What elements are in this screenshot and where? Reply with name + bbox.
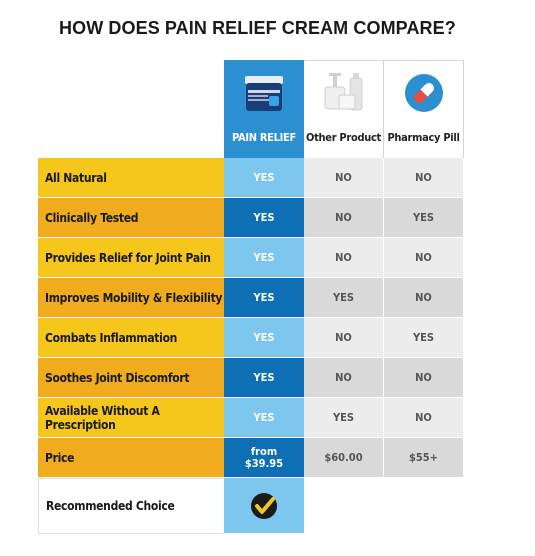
pharmacy-pill-value: YES: [384, 198, 464, 238]
column-name-pain-relief: PAIN RELIEF: [232, 131, 296, 144]
empty-cell: [384, 478, 464, 534]
other-product-price: $60.00: [304, 438, 384, 478]
table-row: Clinically Tested YES NO YES: [38, 198, 464, 238]
table-row: Provides Relief for Joint Pain YES NO NO: [38, 238, 464, 278]
table-row: Combats Inflammation YES NO YES: [38, 318, 464, 358]
comparison-table: PAIN RELIEF Other Product: [38, 60, 464, 534]
feature-label: Provides Relief for Joint Pain: [38, 238, 224, 278]
header-other-product: Other Product: [304, 60, 384, 158]
pain-relief-jar-icon: [245, 76, 283, 111]
feature-label: All Natural: [38, 158, 224, 198]
table-header: PAIN RELIEF Other Product: [38, 60, 464, 158]
pharmacy-pill-value: NO: [384, 238, 464, 278]
pain-relief-value: YES: [224, 318, 304, 358]
pain-relief-value: YES: [224, 278, 304, 318]
pharmacy-pill-price: $55+: [384, 438, 464, 478]
pharmacy-pill-value: NO: [384, 398, 464, 438]
other-product-value: NO: [304, 158, 384, 198]
empty-cell: [304, 478, 384, 534]
table-row: Improves Mobility & Flexibility YES YES …: [38, 278, 464, 318]
column-name-pharmacy-pill: Pharmacy Pill: [387, 131, 460, 144]
page-title: HOW DOES PAIN RELIEF CREAM COMPARE?: [59, 18, 456, 38]
table-row: Soothes Joint Discomfort YES NO NO: [38, 358, 464, 398]
pharmacy-pill-value: YES: [384, 318, 464, 358]
feature-label: Available Without A Prescription: [38, 398, 224, 438]
pharmacy-pill-value: NO: [384, 158, 464, 198]
generic-bottles-icon: [324, 73, 363, 111]
header-pain-relief: PAIN RELIEF: [224, 60, 304, 158]
other-product-value: NO: [304, 198, 384, 238]
pain-relief-price-text: from $39.95: [244, 444, 284, 470]
column-name-other-product: Other Product: [306, 131, 381, 144]
other-product-value: YES: [304, 278, 384, 318]
feature-label: Improves Mobility & Flexibility: [38, 278, 224, 318]
other-product-value: NO: [304, 358, 384, 398]
pain-relief-value: YES: [224, 158, 304, 198]
table-row: Price from $39.95 $60.00 $55+: [38, 438, 464, 478]
feature-label: Soothes Joint Discomfort: [38, 358, 224, 398]
checkmark-badge-icon: [251, 492, 277, 519]
recommended-label: Recommended Choice: [38, 478, 224, 534]
pain-relief-value: YES: [224, 198, 304, 238]
pain-relief-value: YES: [224, 398, 304, 438]
header-blank: [38, 60, 224, 158]
other-product-value: NO: [304, 238, 384, 278]
table-row: Available Without A Prescription YES YES…: [38, 398, 464, 438]
other-product-value: YES: [304, 398, 384, 438]
pain-relief-value: YES: [224, 358, 304, 398]
recommended-cell: [224, 478, 304, 534]
feature-label: Combats Inflammation: [38, 318, 224, 358]
pharmacy-pill-value: NO: [384, 358, 464, 398]
header-pharmacy-pill: Pharmacy Pill: [384, 60, 464, 158]
recommended-row: Recommended Choice: [38, 478, 464, 534]
pharmacy-pill-value: NO: [384, 278, 464, 318]
table-row: All Natural YES NO NO: [38, 158, 464, 198]
pill-capsule-icon: [405, 74, 443, 112]
pain-relief-value: YES: [224, 238, 304, 278]
feature-label: Price: [38, 438, 224, 478]
other-product-value: NO: [304, 318, 384, 358]
pain-relief-price: from $39.95: [224, 438, 304, 478]
feature-label: Clinically Tested: [38, 198, 224, 238]
